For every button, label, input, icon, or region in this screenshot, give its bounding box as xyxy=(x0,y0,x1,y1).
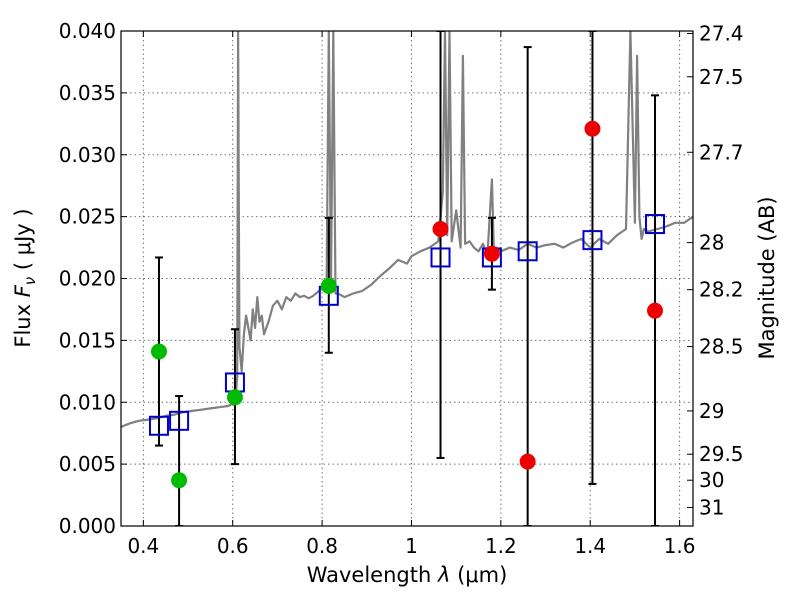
y-tick-label: 0.000 xyxy=(59,514,116,538)
y-tick-label: 0.040 xyxy=(59,19,116,43)
y2-tick-label: 28.5 xyxy=(699,335,744,359)
plot-area xyxy=(121,31,693,526)
observed-point xyxy=(432,221,449,237)
model-square xyxy=(169,410,190,431)
y2-tick-label: 27.7 xyxy=(699,140,744,164)
model-square xyxy=(582,230,603,251)
axes: 0.4 0.6 0.8 1 1.2 1.4 1.6 0.000 0.005 0.010 0.015 0… xyxy=(59,19,744,558)
model-square xyxy=(430,247,451,268)
x-tick-label: 1.2 xyxy=(485,534,517,558)
y2-tick-label: 27.5 xyxy=(699,65,744,89)
x-tick-label: 0.4 xyxy=(127,534,159,558)
y2-tick-label: 27.4 xyxy=(699,21,744,45)
y2-tick-label: 31 xyxy=(699,495,724,519)
x-tick-label: 1.6 xyxy=(664,534,696,558)
observed-point xyxy=(320,277,337,294)
y-axis-title: Flux Fν ( μJy ) xyxy=(11,208,39,347)
x-axis-title: Wavelength λ (μm) xyxy=(307,563,508,587)
y-tick-label: 0.035 xyxy=(59,81,116,105)
model-square xyxy=(645,214,666,235)
observed-point xyxy=(647,302,664,319)
observed-point xyxy=(519,453,536,470)
y2-tick-label: 29.5 xyxy=(699,442,744,466)
x-tick-label: 0.6 xyxy=(217,534,249,558)
y-tick-label: 0.010 xyxy=(59,390,116,414)
y2-tick-label: 29 xyxy=(699,399,724,423)
model-square xyxy=(517,241,538,262)
x-tick-label: 1.4 xyxy=(574,534,606,558)
observed-point xyxy=(171,472,188,489)
grid-lines xyxy=(121,30,693,527)
y-tick-label: 0.015 xyxy=(59,328,116,352)
y2-tick-label: 30 xyxy=(699,468,724,492)
y2-axis-title: Magnitude (AB) xyxy=(755,196,779,359)
model-square xyxy=(148,415,169,436)
y-tick-label: 0.025 xyxy=(59,205,116,229)
y2-tick-label: 28.2 xyxy=(699,278,744,302)
y-tick-label: 0.005 xyxy=(59,452,116,476)
observed-point xyxy=(584,120,601,137)
observed-point xyxy=(483,245,500,262)
y2-tick-label: 28 xyxy=(699,231,724,255)
spectrum-line xyxy=(121,31,693,429)
observed-point xyxy=(226,389,243,406)
x-tick-label: 0.8 xyxy=(306,534,338,558)
x-tick-label: 1 xyxy=(405,534,418,558)
y-tick-label: 0.020 xyxy=(59,267,116,291)
y-tick-label: 0.030 xyxy=(59,143,116,167)
observed-point xyxy=(150,343,167,360)
